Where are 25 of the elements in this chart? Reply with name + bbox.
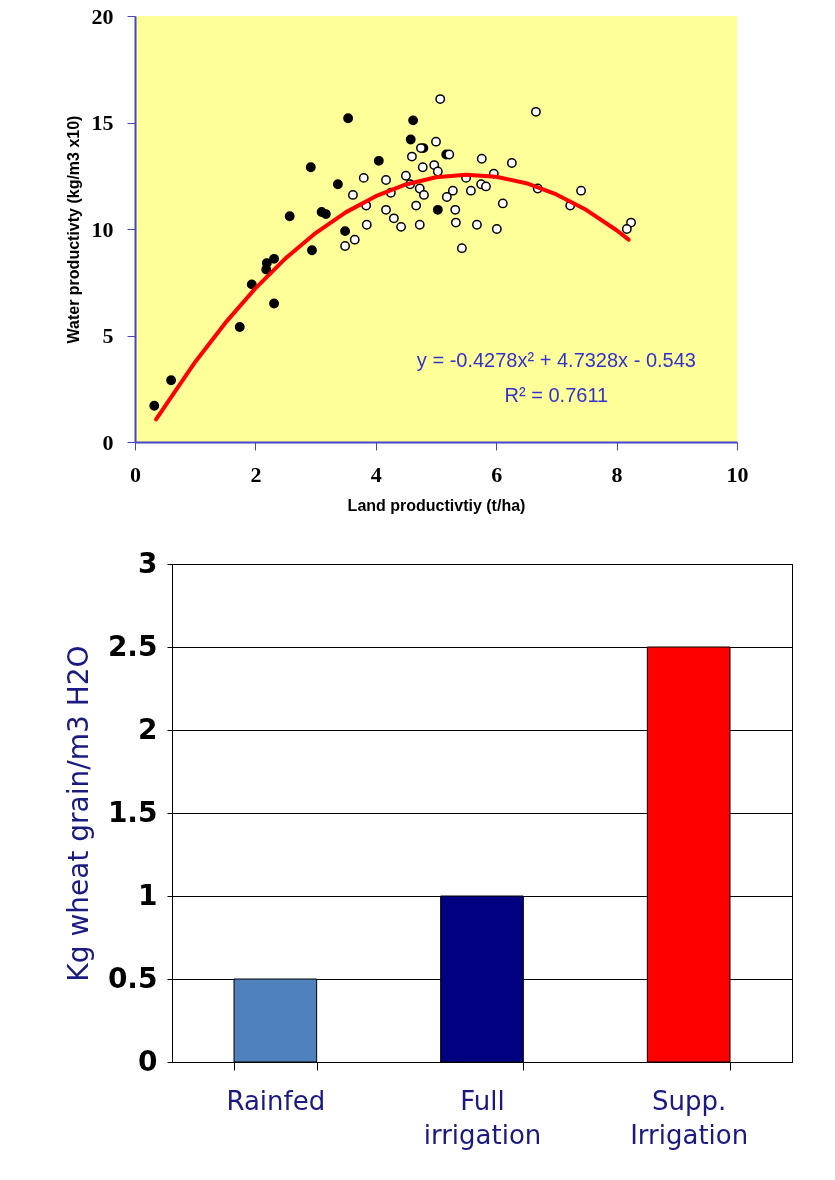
x-tick-label: 6	[491, 461, 503, 487]
y-tick-label: 1.5	[107, 795, 158, 829]
x-tick-label: 2	[250, 461, 262, 487]
y-axis-title: Kg wheat grain/m3 H2O	[61, 645, 95, 982]
x-tick-label: 4	[370, 461, 382, 487]
y-tick-label: 5	[102, 323, 114, 348]
x-tick-label: Rainfed	[226, 1085, 326, 1116]
y-tick-label: 0.5	[107, 961, 158, 995]
x-axis-title: Land productivtiy (t/ha)	[347, 496, 526, 514]
y-tick-label: 2.5	[107, 629, 158, 663]
y-tick-label: 20	[91, 3, 114, 29]
annotation: R² = 0.7611	[504, 384, 609, 407]
y-tick-label: 0	[102, 429, 114, 455]
y-tick-label: 2	[138, 712, 158, 746]
y-tick-label: 3	[138, 546, 158, 580]
y-tick-label: 1	[138, 878, 158, 912]
y-tick-label: 0	[138, 1044, 158, 1078]
x-tick-label: Supp. Irrigation	[630, 1085, 749, 1150]
x-tick-label: Full irrigation	[423, 1085, 542, 1150]
y-axis-title: Water productivty (kg/m3 x10)	[64, 115, 82, 344]
x-tick-label: 8	[611, 461, 623, 487]
y-tick-label: 10	[91, 216, 114, 242]
y-tick-label: 15	[91, 110, 114, 135]
x-tick-label: 10	[726, 461, 749, 487]
annotation: y = -0.4278x² + 4.7328x - 0.543	[416, 349, 696, 372]
